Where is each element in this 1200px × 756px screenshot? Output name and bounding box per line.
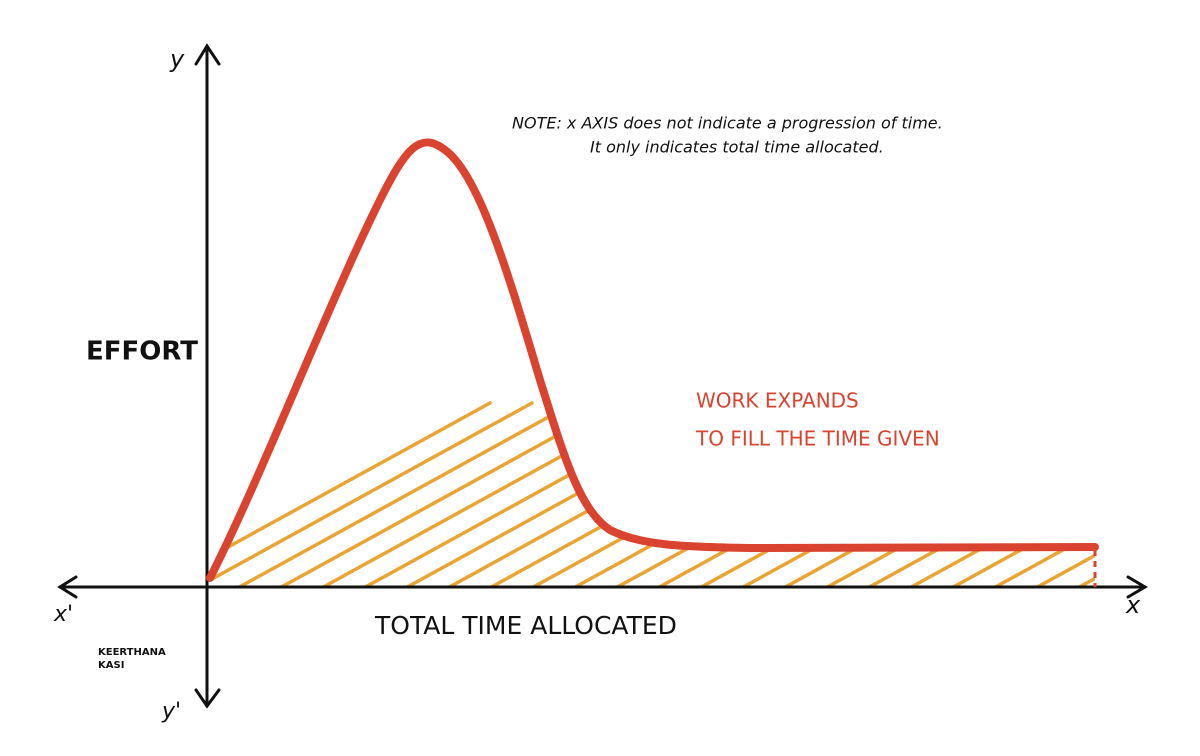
x-title: TOTAL TIME ALLOCATED	[374, 611, 677, 640]
x-label: x	[1125, 591, 1141, 619]
hatch-line	[210, 401, 534, 587]
y-title: EFFORT	[86, 337, 198, 367]
hatch-line	[210, 401, 492, 587]
note-line: NOTE: x AXIS does not indicate a progres…	[512, 114, 943, 133]
note-line: It only indicates total time allocated.	[590, 138, 884, 157]
effort-curve	[206, 138, 1099, 582]
hatch-line	[946, 401, 1095, 587]
hatch-line	[1030, 401, 1095, 587]
caption-line: WORK EXPANDS	[696, 389, 859, 413]
x-arrows	[57, 575, 1148, 599]
x-negative-label: x'	[53, 602, 73, 627]
caption-line: TO FILL THE TIME GIVEN	[695, 427, 940, 451]
y-negative-label: y'	[161, 699, 181, 724]
signature-line: KASI	[98, 660, 124, 671]
hatch-line	[232, 401, 576, 587]
y-arrows	[194, 43, 221, 709]
signature-line: KEERTHANA	[98, 647, 166, 658]
y-label: y	[169, 45, 185, 73]
hatch-line	[988, 401, 1095, 587]
